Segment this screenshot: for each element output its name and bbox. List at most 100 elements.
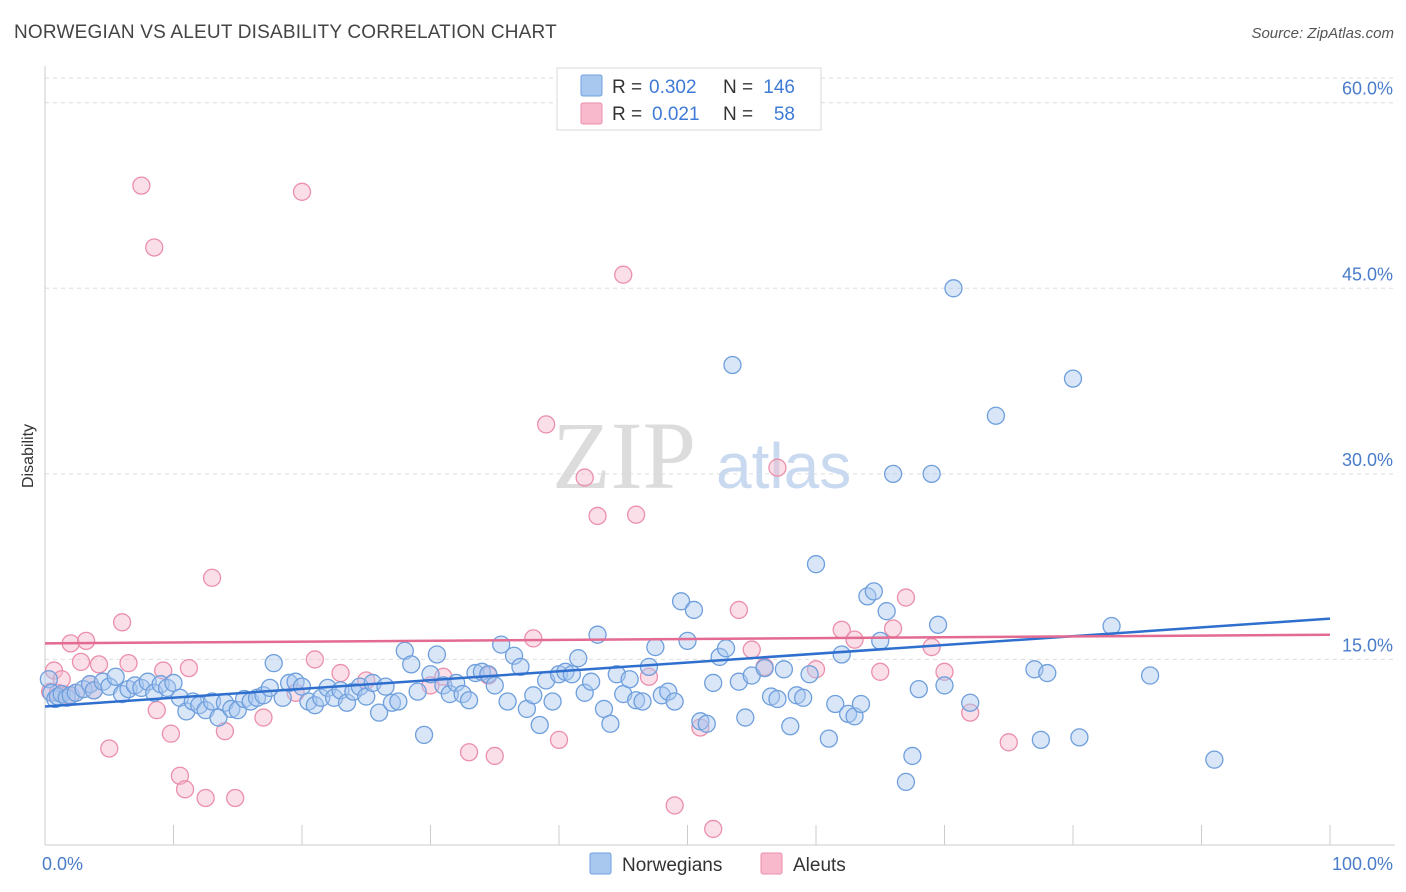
x-tick-label-min: 0.0% [42, 854, 83, 874]
axes [44, 66, 1395, 846]
norwegian-point [228, 701, 247, 720]
norwegian-point [781, 717, 800, 736]
aleut-point [485, 746, 504, 766]
norwegian-point [768, 689, 787, 709]
y-tick-label: 15.0% [1342, 635, 1393, 655]
norwegian-point [1038, 663, 1057, 683]
norwegian-point [1140, 666, 1160, 685]
aleut-point [89, 655, 109, 674]
aleut-point [626, 505, 646, 524]
norwegian-point [1063, 369, 1083, 388]
legend: R = 0.302 N = 146 R = 0.021 N = 58 [556, 67, 822, 131]
watermark: ZIP atlas [552, 402, 851, 509]
norwegian-point [498, 692, 517, 711]
norwegian-point [903, 746, 922, 766]
source-label: Source: ZipAtlas.com [1251, 25, 1394, 42]
aleut-point [575, 468, 594, 487]
norwegian-point [961, 693, 980, 712]
norwegian-point [986, 406, 1006, 425]
norwegian-point [511, 657, 530, 677]
norwegian-point [485, 676, 504, 695]
aleut-point [639, 667, 659, 686]
aleut-point [768, 458, 787, 477]
aleut-point [742, 640, 761, 659]
norwegian-point [794, 688, 813, 707]
legend-swatch-aleuts [580, 102, 603, 125]
norwegian-point [716, 639, 736, 658]
aleut-point [549, 730, 569, 749]
norwegian-point [922, 464, 941, 484]
norwegian-point [633, 692, 652, 711]
norwegian-point [928, 615, 948, 634]
legend-r-value: 0.302 [649, 77, 697, 98]
norwegian-point [723, 355, 742, 375]
aleut-point [845, 630, 864, 649]
aleut-point [292, 182, 312, 201]
norwegian-point [543, 692, 562, 711]
aleut-point [145, 238, 164, 257]
aleut-point [883, 619, 903, 638]
norwegian-point [659, 682, 678, 701]
norwegians-trend-line [44, 617, 1331, 708]
x-tick-label-max: 100.0% [1332, 854, 1393, 874]
legend-r-value: 0.021 [652, 104, 700, 125]
norwegian-point [305, 696, 325, 715]
norwegian-point [1031, 730, 1051, 749]
aleut-point [588, 506, 607, 526]
aleut-point [665, 796, 684, 815]
aleut-point [112, 613, 132, 632]
aleut-point [896, 588, 916, 607]
norwegian-point [896, 772, 916, 792]
norwegian-point [106, 667, 125, 686]
norwegian-point [601, 714, 620, 733]
norwegian-point [639, 657, 659, 677]
aleuts-trend-line [44, 633, 1331, 645]
chart-title: NORWEGIAN VS ALEUT DISABILITY CORRELATIO… [14, 22, 557, 43]
aleut-point [459, 743, 479, 762]
legend-swatch-norwegians [580, 74, 603, 97]
aleut-point [524, 629, 543, 648]
norwegian-point [376, 677, 395, 696]
y-tick-label: 30.0% [1342, 450, 1393, 470]
norwegian-point [800, 665, 819, 684]
norwegian-point [414, 725, 434, 745]
norwegian-point [909, 679, 928, 699]
legend-r-label: R = [612, 77, 642, 98]
aleut-point [614, 265, 633, 284]
norwegian-point [935, 676, 954, 695]
norwegian-point [264, 653, 283, 673]
aleut-point [154, 661, 173, 680]
aleut-point [76, 631, 96, 651]
aleut-point [119, 653, 138, 673]
norwegian-point [575, 683, 594, 702]
aleut-point [305, 650, 325, 669]
norwegian-point [626, 691, 646, 710]
norwegian-point [877, 602, 896, 621]
norwegian-point [524, 686, 543, 705]
y-tick-label: 45.0% [1342, 264, 1393, 284]
aleut-point [331, 663, 350, 683]
norwegian-point [369, 703, 389, 722]
tick-labels: 15.0% 30.0% 45.0% 60.0% 0.0% 100.0% [42, 79, 1393, 874]
aleut-point [161, 724, 181, 743]
norwegian-point [382, 693, 402, 712]
bottom-legend-aleuts: Aleuts [793, 855, 846, 876]
norwegian-point [222, 699, 241, 719]
gridlines [45, 77, 1395, 660]
norwegian-point [944, 279, 963, 298]
aleut-point [132, 176, 151, 195]
legend-n-value: 146 [763, 77, 795, 98]
aleut-point [704, 819, 723, 839]
norwegian-point [581, 672, 601, 691]
norwegian-point [671, 592, 691, 611]
norwegian-point [504, 646, 524, 665]
bottom-legend-swatch-norwegians [589, 852, 612, 875]
aleut-point [170, 766, 190, 785]
norwegian-point [39, 670, 59, 689]
norwegian-point [389, 692, 408, 711]
norwegian-point [851, 694, 871, 714]
norwegian-point [883, 464, 903, 484]
aleut-point [961, 703, 980, 722]
norwegian-point [871, 631, 890, 651]
